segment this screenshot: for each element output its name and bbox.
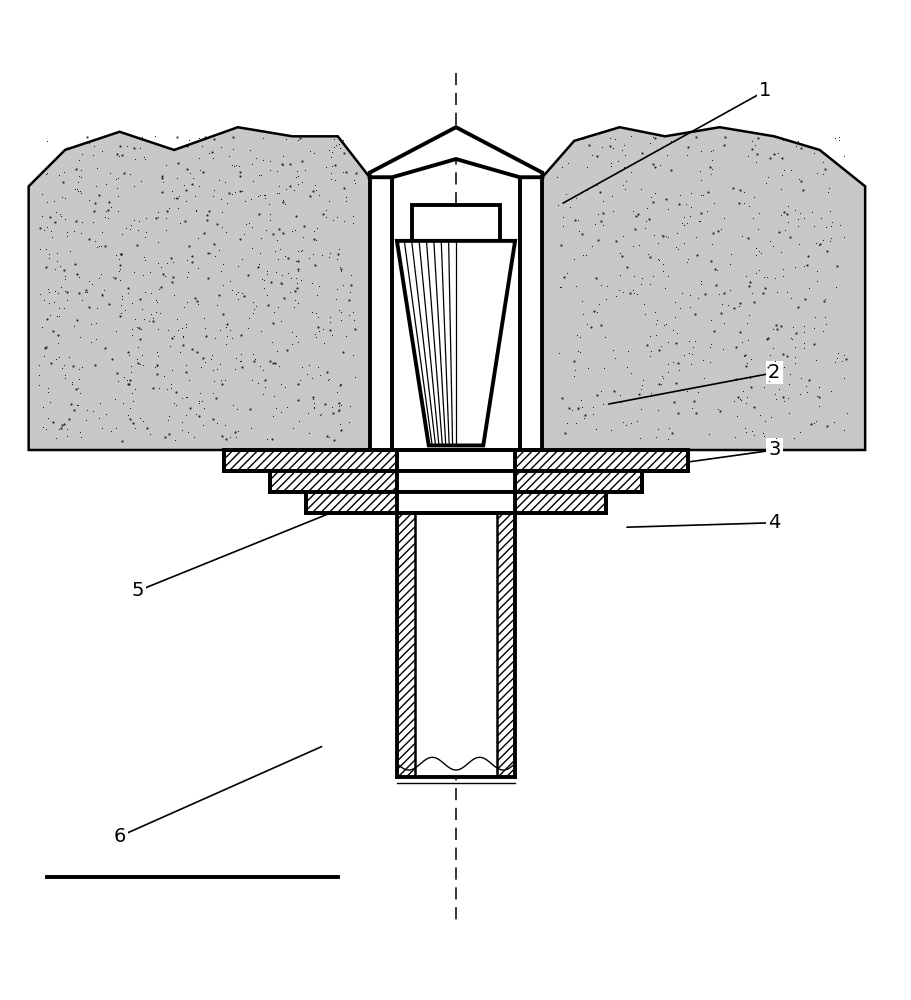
Polygon shape xyxy=(224,450,396,471)
Text: 5: 5 xyxy=(131,581,144,600)
Polygon shape xyxy=(515,450,687,471)
Text: 1: 1 xyxy=(758,81,771,100)
Polygon shape xyxy=(28,127,369,450)
Polygon shape xyxy=(415,513,496,777)
Polygon shape xyxy=(396,450,515,471)
Polygon shape xyxy=(396,471,515,492)
Polygon shape xyxy=(542,127,865,450)
Text: 4: 4 xyxy=(767,513,780,532)
Text: 3: 3 xyxy=(767,440,780,459)
Polygon shape xyxy=(396,241,515,445)
Polygon shape xyxy=(369,127,542,177)
Polygon shape xyxy=(306,492,396,513)
Text: 6: 6 xyxy=(113,827,126,846)
Polygon shape xyxy=(369,177,392,450)
Polygon shape xyxy=(496,513,515,777)
Text: 2: 2 xyxy=(767,363,780,382)
Polygon shape xyxy=(396,492,515,513)
Polygon shape xyxy=(519,177,542,450)
Polygon shape xyxy=(515,471,641,492)
Polygon shape xyxy=(515,492,605,513)
Polygon shape xyxy=(270,471,396,492)
Polygon shape xyxy=(396,513,415,777)
Polygon shape xyxy=(412,205,499,241)
